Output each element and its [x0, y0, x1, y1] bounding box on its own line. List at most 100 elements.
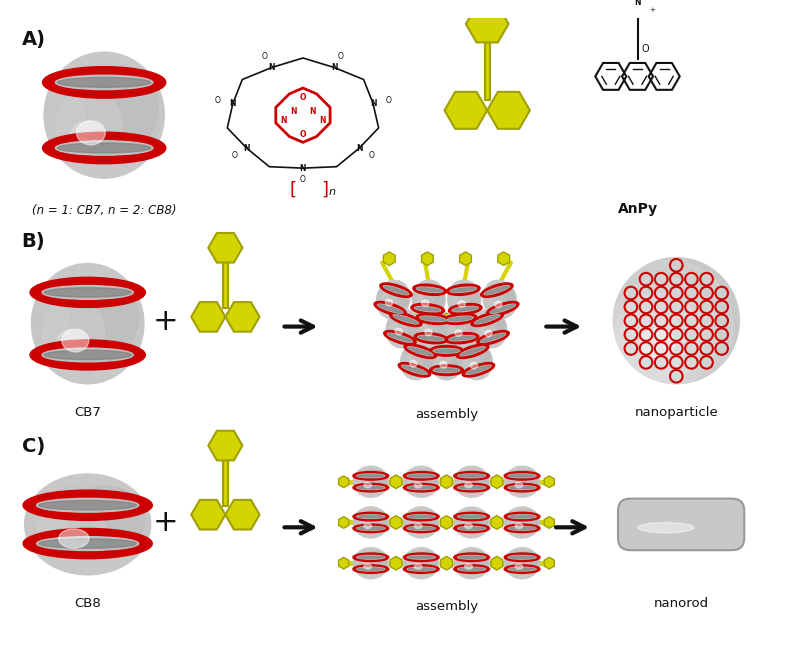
- Text: O: O: [386, 96, 391, 105]
- Ellipse shape: [357, 527, 385, 531]
- Ellipse shape: [514, 483, 523, 488]
- Ellipse shape: [454, 512, 490, 521]
- Ellipse shape: [416, 511, 437, 531]
- Ellipse shape: [467, 470, 487, 490]
- Ellipse shape: [443, 313, 477, 324]
- Ellipse shape: [411, 303, 444, 314]
- Ellipse shape: [43, 132, 166, 164]
- Ellipse shape: [357, 555, 385, 559]
- Ellipse shape: [394, 329, 402, 336]
- Polygon shape: [192, 500, 225, 529]
- Text: assembly: assembly: [415, 600, 478, 613]
- Ellipse shape: [465, 523, 472, 529]
- Polygon shape: [225, 302, 259, 332]
- Ellipse shape: [508, 555, 536, 559]
- Ellipse shape: [416, 313, 448, 342]
- Text: O: O: [231, 151, 238, 160]
- Ellipse shape: [363, 483, 372, 488]
- Polygon shape: [460, 252, 471, 265]
- Ellipse shape: [421, 300, 429, 307]
- Ellipse shape: [404, 466, 439, 498]
- Ellipse shape: [459, 527, 485, 529]
- Text: CB7: CB7: [74, 406, 101, 419]
- Ellipse shape: [364, 564, 371, 569]
- Ellipse shape: [354, 466, 388, 498]
- Ellipse shape: [444, 309, 478, 348]
- Ellipse shape: [376, 280, 410, 318]
- Ellipse shape: [494, 283, 514, 309]
- Ellipse shape: [37, 498, 139, 512]
- Ellipse shape: [505, 469, 539, 492]
- Ellipse shape: [417, 287, 443, 292]
- Ellipse shape: [465, 483, 472, 488]
- Ellipse shape: [404, 469, 438, 492]
- Text: assembly: assembly: [415, 408, 478, 421]
- Text: O: O: [300, 175, 306, 184]
- Ellipse shape: [404, 547, 439, 578]
- Ellipse shape: [62, 329, 89, 352]
- Text: ]: ]: [321, 181, 328, 199]
- Ellipse shape: [30, 278, 145, 307]
- Ellipse shape: [57, 143, 151, 153]
- Text: n: n: [328, 187, 335, 197]
- Polygon shape: [545, 476, 554, 488]
- Ellipse shape: [421, 317, 445, 321]
- Ellipse shape: [481, 283, 513, 298]
- Ellipse shape: [447, 316, 473, 322]
- Text: O: O: [338, 52, 344, 61]
- Ellipse shape: [59, 529, 89, 548]
- Ellipse shape: [387, 313, 419, 342]
- Ellipse shape: [425, 329, 432, 336]
- Ellipse shape: [383, 285, 409, 295]
- Ellipse shape: [404, 344, 436, 358]
- Polygon shape: [466, 5, 509, 43]
- Ellipse shape: [427, 314, 447, 340]
- Ellipse shape: [354, 551, 388, 574]
- Ellipse shape: [429, 345, 463, 356]
- Ellipse shape: [505, 507, 540, 538]
- Ellipse shape: [458, 486, 486, 490]
- Ellipse shape: [409, 558, 426, 573]
- Text: O: O: [369, 151, 374, 160]
- Bar: [223, 460, 227, 506]
- Ellipse shape: [353, 565, 389, 573]
- Ellipse shape: [414, 483, 422, 488]
- Text: +: +: [153, 307, 178, 336]
- Ellipse shape: [485, 330, 492, 337]
- Ellipse shape: [366, 470, 386, 490]
- Ellipse shape: [408, 487, 434, 489]
- Ellipse shape: [404, 510, 438, 533]
- Text: N: N: [634, 0, 641, 7]
- Ellipse shape: [504, 483, 540, 492]
- Polygon shape: [208, 233, 242, 263]
- Ellipse shape: [508, 486, 536, 490]
- Ellipse shape: [403, 512, 439, 521]
- Ellipse shape: [453, 293, 470, 313]
- Ellipse shape: [353, 472, 389, 480]
- Text: O: O: [262, 52, 268, 61]
- Ellipse shape: [504, 512, 540, 521]
- Ellipse shape: [509, 516, 535, 518]
- Text: O: O: [642, 44, 649, 54]
- Ellipse shape: [459, 516, 485, 518]
- Ellipse shape: [487, 302, 519, 316]
- Ellipse shape: [403, 483, 439, 492]
- Ellipse shape: [433, 368, 460, 373]
- Polygon shape: [545, 557, 554, 569]
- Polygon shape: [444, 92, 487, 129]
- Polygon shape: [339, 476, 349, 488]
- Ellipse shape: [445, 313, 477, 342]
- Ellipse shape: [465, 355, 482, 374]
- Ellipse shape: [424, 329, 432, 336]
- FancyBboxPatch shape: [618, 499, 744, 550]
- Ellipse shape: [459, 285, 479, 309]
- Ellipse shape: [638, 523, 694, 533]
- Ellipse shape: [78, 288, 103, 305]
- Polygon shape: [390, 475, 402, 488]
- Ellipse shape: [407, 527, 435, 531]
- Ellipse shape: [429, 365, 463, 375]
- Ellipse shape: [504, 553, 540, 562]
- Ellipse shape: [509, 556, 535, 558]
- Text: A): A): [21, 30, 46, 49]
- Ellipse shape: [52, 529, 87, 552]
